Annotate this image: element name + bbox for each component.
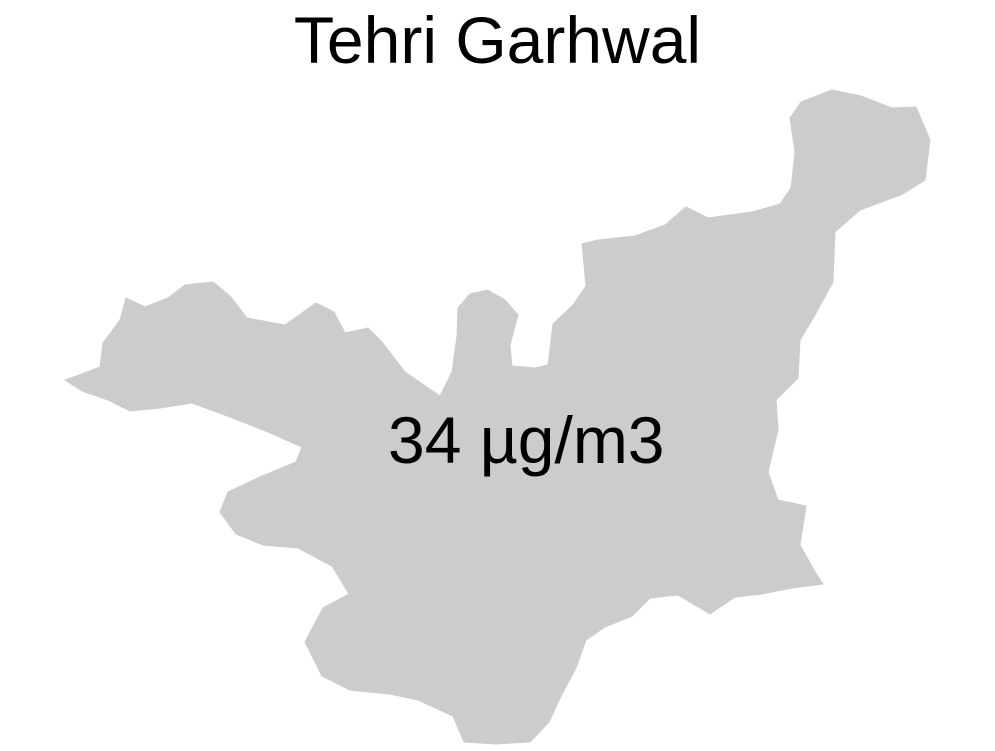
district-shape [64,89,931,745]
pollution-value-label: 34 µg/m3 [388,403,665,477]
map-title: Tehri Garhwal [293,3,702,77]
